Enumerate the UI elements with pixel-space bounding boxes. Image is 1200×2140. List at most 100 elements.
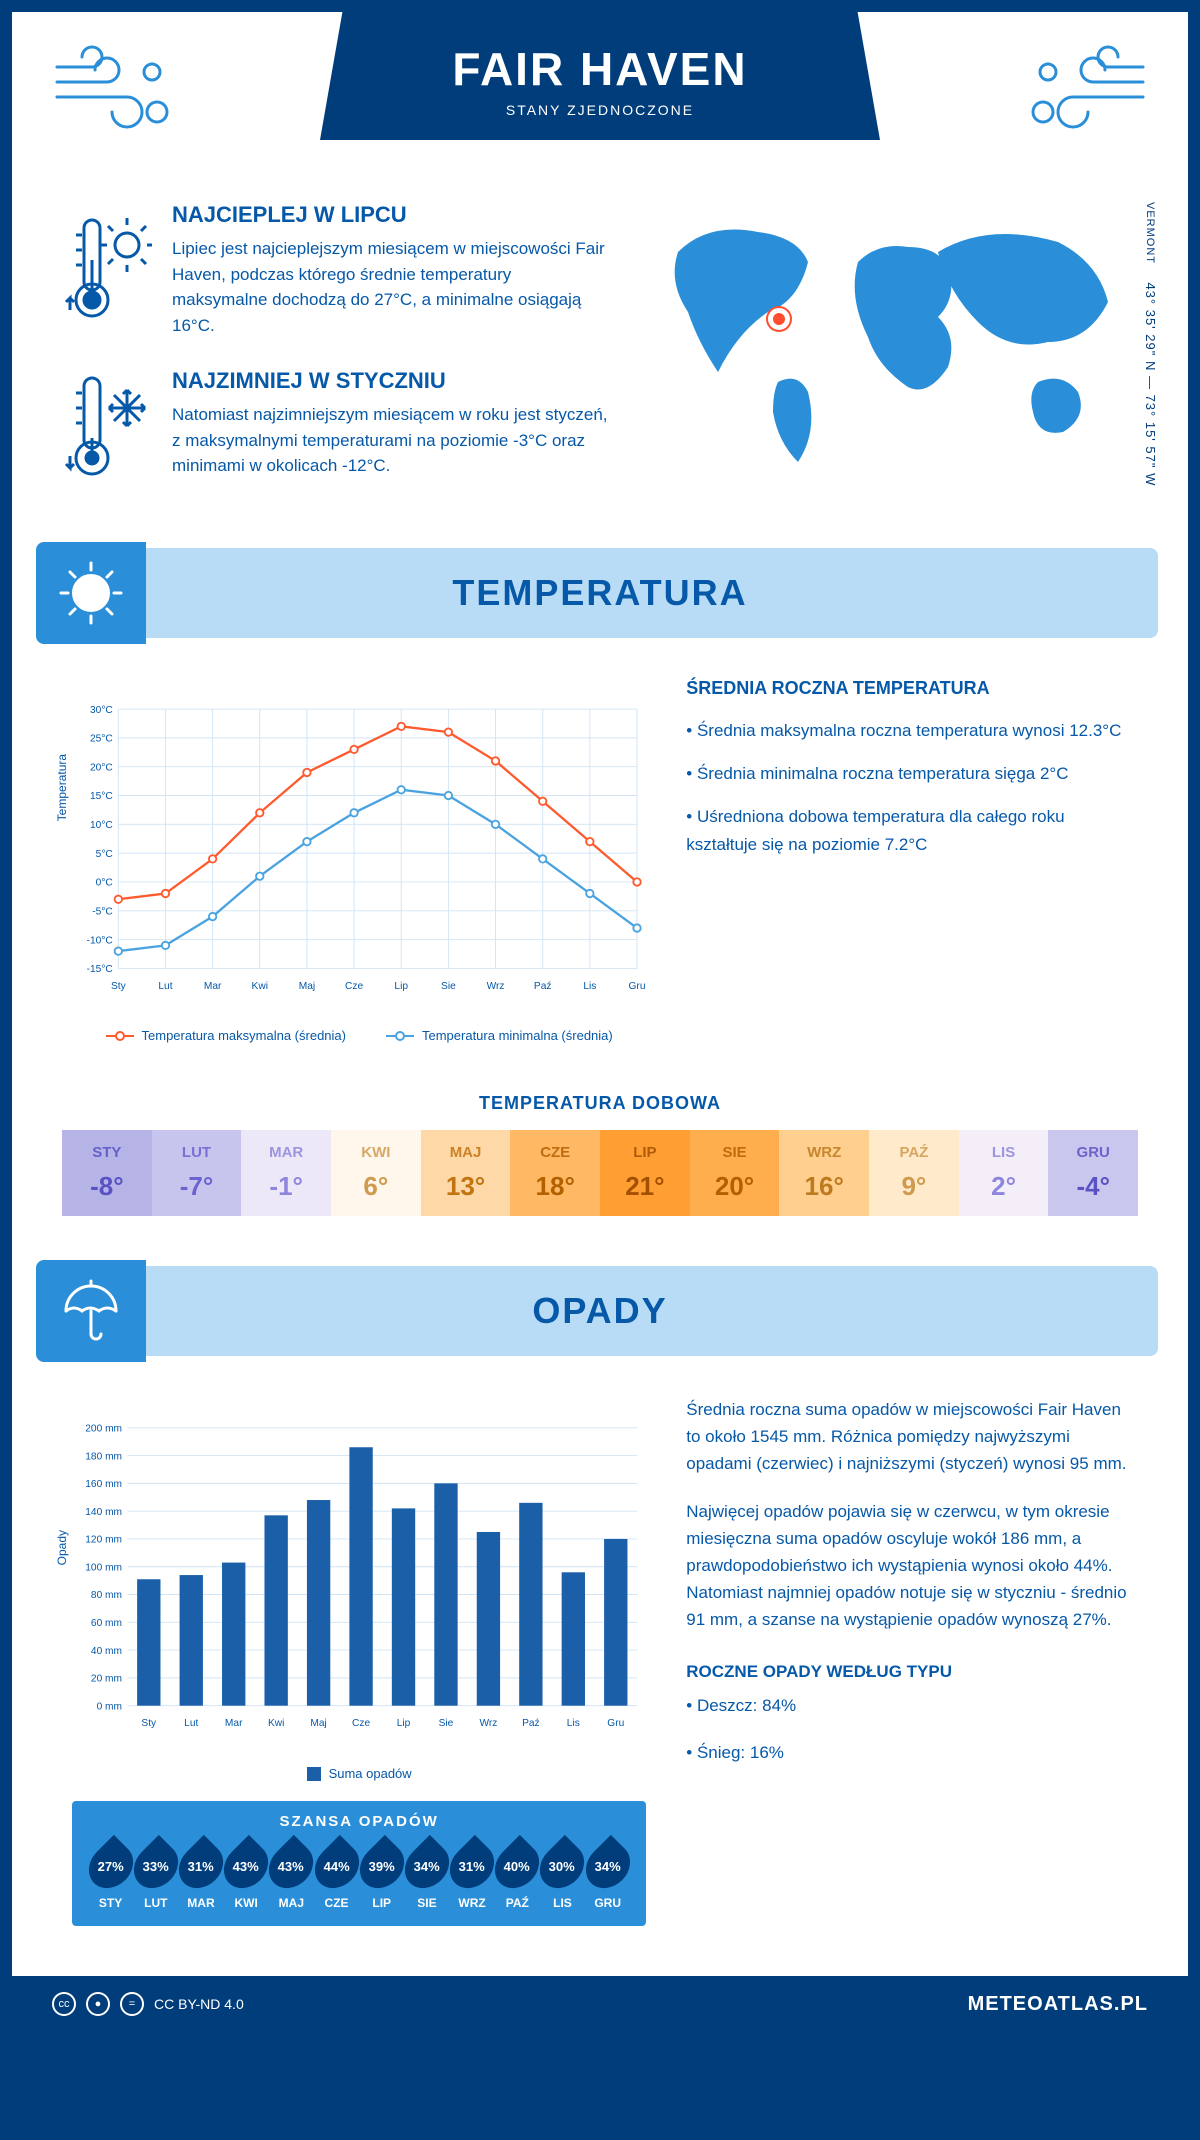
nd-icon: = bbox=[120, 1992, 144, 2016]
title-banner: FAIR HAVEN STANY ZJEDNOCZONE bbox=[320, 12, 880, 140]
intro-section: NAJCIEPLEJ W LIPCU Lipiec jest najcieple… bbox=[12, 192, 1188, 548]
svg-text:Cze: Cze bbox=[345, 981, 363, 992]
svg-text:-10°C: -10°C bbox=[87, 935, 113, 946]
svg-text:120 mm: 120 mm bbox=[85, 1535, 122, 1546]
umbrella-icon bbox=[56, 1276, 126, 1346]
daily-temp-cell: SIE20° bbox=[690, 1130, 780, 1216]
precip-legend-label: Suma opadów bbox=[329, 1766, 412, 1781]
umbrella-badge bbox=[36, 1260, 146, 1362]
svg-text:Paź: Paź bbox=[522, 1718, 540, 1729]
warmest-block: NAJCIEPLEJ W LIPCU Lipiec jest najcieple… bbox=[62, 202, 608, 338]
svg-text:Sie: Sie bbox=[439, 1718, 454, 1729]
svg-text:20°C: 20°C bbox=[90, 762, 113, 773]
precip-info: Średnia roczna suma opadów w miejscowośc… bbox=[686, 1396, 1128, 1926]
temperature-body: Temperatura -15°C-10°C-5°C0°C5°C10°C15°C… bbox=[12, 638, 1188, 1063]
svg-text:200 mm: 200 mm bbox=[85, 1424, 122, 1435]
chance-drop: 34%SIE bbox=[404, 1842, 449, 1910]
daily-temp-cell: LIS2° bbox=[959, 1130, 1049, 1216]
temp-info-bullet: • Średnia maksymalna roczna temperatura … bbox=[686, 717, 1128, 744]
svg-text:60 mm: 60 mm bbox=[91, 1618, 122, 1629]
chance-drop: 43%MAJ bbox=[269, 1842, 314, 1910]
header: FAIR HAVEN STANY ZJEDNOCZONE bbox=[12, 12, 1188, 192]
coldest-title: NAJZIMNIEJ W STYCZNIU bbox=[172, 368, 608, 394]
daily-temp-cell: MAR-1° bbox=[241, 1130, 331, 1216]
license-text: CC BY-ND 4.0 bbox=[154, 1996, 244, 2012]
svg-text:Maj: Maj bbox=[299, 981, 315, 992]
svg-text:-5°C: -5°C bbox=[92, 906, 112, 917]
chance-drop: 34%GRU bbox=[585, 1842, 630, 1910]
sun-icon bbox=[56, 558, 126, 628]
precip-legend: Suma opadów bbox=[72, 1766, 646, 1781]
chance-drop: 30%LIS bbox=[540, 1842, 585, 1910]
daily-temp-cell: LUT-7° bbox=[152, 1130, 242, 1216]
thermometer-sun-icon bbox=[62, 202, 152, 338]
svg-text:Wrz: Wrz bbox=[479, 1718, 497, 1729]
coordinates: VERMONT 43° 35' 29" N — 73° 15' 57" W bbox=[1143, 202, 1158, 486]
precip-type-item: • Śnieg: 16% bbox=[686, 1739, 1128, 1766]
temp-info-bullet: • Uśredniona dobowa temperatura dla całe… bbox=[686, 803, 1128, 857]
temp-info-title: ŚREDNIA ROCZNA TEMPERATURA bbox=[686, 678, 1128, 699]
chance-drop: 44%CZE bbox=[314, 1842, 359, 1910]
daily-temp-title: TEMPERATURA DOBOWA bbox=[12, 1093, 1188, 1114]
precip-bar-chart: Opady 0 mm20 mm40 mm60 mm80 mm100 mm120 … bbox=[72, 1396, 646, 1756]
chance-title: SZANSA OPADÓW bbox=[88, 1813, 630, 1830]
world-map bbox=[638, 202, 1138, 482]
precip-y-axis-label: Opady bbox=[55, 1530, 69, 1565]
svg-text:30°C: 30°C bbox=[90, 705, 113, 716]
precip-p2: Najwięcej opadów pojawia się w czerwcu, … bbox=[686, 1498, 1128, 1634]
chance-drop: 43%KWI bbox=[224, 1842, 269, 1910]
wind-icon-left bbox=[52, 42, 182, 142]
svg-text:10°C: 10°C bbox=[90, 820, 113, 831]
svg-text:5°C: 5°C bbox=[96, 849, 113, 860]
svg-text:Lip: Lip bbox=[394, 981, 408, 992]
warmest-text: Lipiec jest najcieplejszym miesiącem w m… bbox=[172, 236, 608, 338]
temperature-line-chart: Temperatura -15°C-10°C-5°C0°C5°C10°C15°C… bbox=[72, 678, 646, 1018]
coldest-block: NAJZIMNIEJ W STYCZNIU Natomiast najzimni… bbox=[62, 368, 608, 488]
svg-text:Paź: Paź bbox=[534, 981, 552, 992]
svg-text:180 mm: 180 mm bbox=[85, 1451, 122, 1462]
temperature-section-header: TEMPERATURA bbox=[42, 548, 1158, 638]
svg-text:0°C: 0°C bbox=[96, 878, 113, 889]
svg-text:Mar: Mar bbox=[225, 1718, 243, 1729]
page-title: FAIR HAVEN bbox=[340, 42, 860, 96]
daily-temp-grid: STY-8°LUT-7°MAR-1°KWI6°MAJ13°CZE18°LIP21… bbox=[62, 1130, 1138, 1216]
legend-item: Temperatura maksymalna (średnia) bbox=[106, 1028, 346, 1043]
svg-text:Cze: Cze bbox=[352, 1718, 370, 1729]
daily-temp-cell: STY-8° bbox=[62, 1130, 152, 1216]
coords-value: 43° 35' 29" N — 73° 15' 57" W bbox=[1143, 282, 1158, 486]
daily-temp-cell: LIP21° bbox=[600, 1130, 690, 1216]
legend-item: Temperatura minimalna (średnia) bbox=[386, 1028, 613, 1043]
svg-text:160 mm: 160 mm bbox=[85, 1479, 122, 1490]
page-subtitle: STANY ZJEDNOCZONE bbox=[340, 102, 860, 118]
temp-y-axis-label: Temperatura bbox=[55, 754, 69, 821]
svg-text:40 mm: 40 mm bbox=[91, 1646, 122, 1657]
footer-license: cc ● = CC BY-ND 4.0 bbox=[52, 1992, 244, 2016]
svg-text:0 mm: 0 mm bbox=[97, 1701, 122, 1712]
svg-text:Wrz: Wrz bbox=[487, 981, 505, 992]
svg-text:Sie: Sie bbox=[441, 981, 456, 992]
temperature-legend: Temperatura maksymalna (średnia) Temperat… bbox=[72, 1028, 646, 1043]
daily-temp-cell: MAJ13° bbox=[421, 1130, 511, 1216]
precip-body: Opady 0 mm20 mm40 mm60 mm80 mm100 mm120 … bbox=[12, 1356, 1188, 1946]
svg-text:Gru: Gru bbox=[607, 1718, 624, 1729]
svg-text:Kwi: Kwi bbox=[268, 1718, 284, 1729]
temperature-info: ŚREDNIA ROCZNA TEMPERATURA • Średnia mak… bbox=[686, 678, 1128, 1043]
daily-temp-cell: WRZ16° bbox=[779, 1130, 869, 1216]
footer: cc ● = CC BY-ND 4.0 METEOATLAS.PL bbox=[12, 1976, 1188, 2032]
chance-drop: 31%WRZ bbox=[450, 1842, 495, 1910]
precip-type-title: ROCZNE OPADY WEDŁUG TYPU bbox=[686, 1662, 1128, 1682]
cc-icon: cc bbox=[52, 1992, 76, 2016]
precip-section-header: OPADY bbox=[42, 1266, 1158, 1356]
precip-type-item: • Deszcz: 84% bbox=[686, 1692, 1128, 1719]
region-label: VERMONT bbox=[1144, 202, 1156, 264]
precip-p1: Średnia roczna suma opadów w miejscowośc… bbox=[686, 1396, 1128, 1478]
svg-text:Kwi: Kwi bbox=[252, 981, 268, 992]
thermometer-snow-icon bbox=[62, 368, 152, 488]
svg-text:Sty: Sty bbox=[141, 1718, 157, 1729]
svg-text:100 mm: 100 mm bbox=[85, 1562, 122, 1573]
chance-drops-row: 27%STY33%LUT31%MAR43%KWI43%MAJ44%CZE39%L… bbox=[88, 1842, 630, 1910]
chance-drop: 27%STY bbox=[88, 1842, 133, 1910]
svg-text:-15°C: -15°C bbox=[87, 964, 113, 975]
svg-text:Lut: Lut bbox=[184, 1718, 198, 1729]
sun-badge bbox=[36, 542, 146, 644]
